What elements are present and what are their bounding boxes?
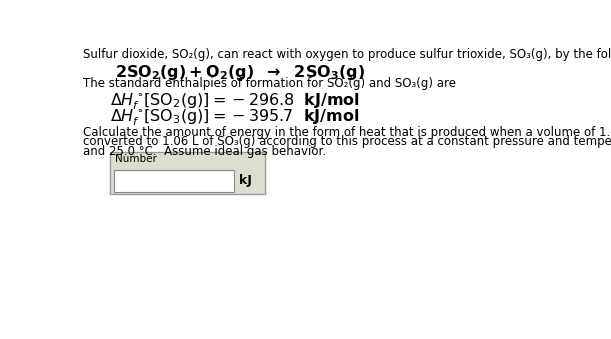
Text: $\Delta H_f^\circ\!\left[\mathrm{SO_3(g)}\right]=-395.7\ \ \mathbf{kJ/mol}$: $\Delta H_f^\circ\!\left[\mathrm{SO_3(g)… [111,108,360,128]
Text: $\mathbf{2SO_2(g)+O_2(g)\ \ \rightarrow\ \ 2SO_3(g)}$: $\mathbf{2SO_2(g)+O_2(g)\ \ \rightarrow\… [115,63,365,82]
Text: and 25.0 °C.  Assume ideal gas behavior.: and 25.0 °C. Assume ideal gas behavior. [82,145,326,158]
FancyBboxPatch shape [111,152,265,194]
Text: The standard enthalpies of formation for SO₂(g) and SO₃(g) are: The standard enthalpies of formation for… [82,77,456,90]
Text: Number: Number [115,154,157,164]
Text: Sulfur dioxide, SO₂(g), can react with oxygen to produce sulfur trioxide, SO₃(g): Sulfur dioxide, SO₂(g), can react with o… [82,48,611,61]
Text: kJ: kJ [239,174,252,187]
Text: $\Delta H_f^\circ\!\left[\mathrm{SO_2(g)}\right]=-296.8\ \ \mathbf{kJ/mol}$: $\Delta H_f^\circ\!\left[\mathrm{SO_2(g)… [111,92,360,112]
Text: converted to 1.06 L of SO₃(g) according to this process at a constant pressure a: converted to 1.06 L of SO₃(g) according … [82,135,611,148]
Text: Calculate the amount of energy in the form of heat that is produced when a volum: Calculate the amount of energy in the fo… [82,126,611,139]
FancyBboxPatch shape [114,170,235,192]
